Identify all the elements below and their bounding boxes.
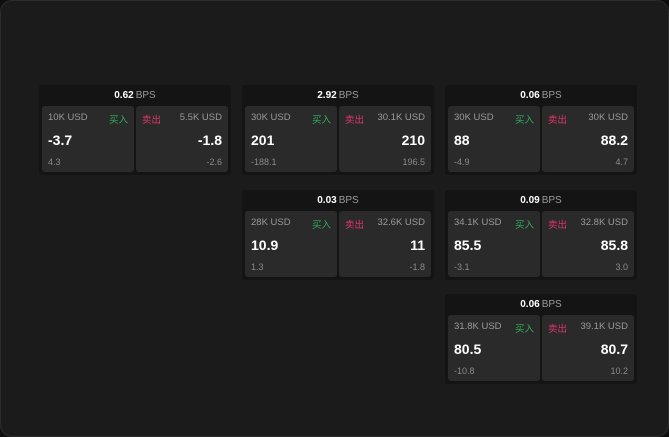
bid-price: 10.9 (251, 237, 279, 253)
spread-header: 0.62 BPS (39, 85, 231, 106)
spread-unit: BPS (338, 90, 359, 101)
sell-label: 卖出 (345, 220, 365, 231)
bid-price: -3.7 (48, 132, 73, 148)
bid-panel[interactable]: 28K USD 买入 10.9 1.3 (245, 211, 337, 277)
buy-label: 买入 (311, 220, 331, 231)
bid-change: -10.8 (454, 366, 475, 376)
ask-size: 32.8K USD (580, 217, 628, 228)
ask-size: 32.6K USD (377, 217, 425, 228)
bid-change: 4.3 (48, 157, 61, 167)
ask-panel[interactable]: 卖出 32.6K USD 11 -1.8 (339, 211, 431, 277)
ask-change: -2.6 (206, 157, 222, 167)
bid-panel[interactable]: 30K USD 买入 88 -4.9 (448, 106, 540, 172)
spread-value: 0.09 (520, 195, 540, 206)
buy-label: 买入 (514, 115, 534, 126)
bid-price: 88 (454, 132, 470, 148)
bid-change: -4.9 (454, 157, 470, 167)
ask-price: 88.2 (600, 132, 628, 148)
spread-header: 0.03 BPS (242, 190, 434, 211)
spread-value: 0.03 (317, 195, 337, 206)
ask-change: 196.5 (402, 157, 425, 167)
quote-card[interactable]: 0.06 BPS 31.8K USD 买入 80.5 -10.8 卖出 39.1K U… (445, 294, 637, 384)
sell-label: 卖出 (548, 220, 568, 231)
bid-change: 1.3 (251, 262, 264, 272)
bid-change: -3.1 (454, 262, 470, 272)
bid-panel[interactable]: 10K USD 买入 -3.7 4.3 (42, 106, 134, 172)
quote-card[interactable]: 2.92 BPS 30K USD 买入 201 -188.1 卖出 30.1K USD… (242, 85, 434, 175)
spread-unit: BPS (541, 195, 562, 206)
ask-change: -1.8 (409, 262, 425, 272)
ask-change: 10.2 (610, 366, 628, 376)
buy-label: 买入 (514, 220, 534, 231)
ask-panel[interactable]: 卖出 39.1K USD 80.7 10.2 (542, 315, 634, 381)
spread-header: 2.92 BPS (242, 85, 434, 106)
spread-unit: BPS (541, 299, 562, 310)
bid-size: 34.1K USD (454, 217, 502, 228)
ask-size: 30K USD (588, 112, 628, 123)
ask-panel[interactable]: 卖出 5.5K USD -1.8 -2.6 (136, 106, 228, 172)
spread-value: 0.62 (114, 90, 134, 101)
bid-size: 28K USD (251, 217, 291, 228)
sell-label: 卖出 (142, 115, 162, 126)
bid-panel[interactable]: 31.8K USD 买入 80.5 -10.8 (448, 315, 540, 381)
bid-price: 201 (251, 132, 275, 148)
bid-size: 10K USD (48, 112, 88, 123)
sell-label: 卖出 (345, 115, 365, 126)
sell-label: 卖出 (548, 324, 568, 335)
buy-label: 买入 (108, 115, 128, 126)
spread-value: 2.92 (317, 90, 337, 101)
bid-size: 30K USD (251, 112, 291, 123)
ask-change: 4.7 (615, 157, 628, 167)
ask-panel[interactable]: 卖出 32.8K USD 85.8 3.0 (542, 211, 634, 277)
spread-header: 0.06 BPS (445, 85, 637, 106)
bid-panel[interactable]: 30K USD 买入 201 -188.1 (245, 106, 337, 172)
spread-value: 0.06 (520, 299, 540, 310)
ask-price: 80.7 (600, 341, 628, 357)
ask-size: 30.1K USD (377, 112, 425, 123)
quote-card[interactable]: 0.09 BPS 34.1K USD 买入 85.5 -3.1 卖出 32.8K US… (445, 190, 637, 280)
quote-card[interactable]: 0.06 BPS 30K USD 买入 88 -4.9 卖出 30K USD 88.2… (445, 85, 637, 175)
spread-unit: BPS (541, 90, 562, 101)
bid-price: 85.5 (454, 237, 482, 253)
spread-unit: BPS (135, 90, 156, 101)
ask-size: 39.1K USD (580, 321, 628, 332)
spread-unit: BPS (338, 195, 359, 206)
ask-price: 85.8 (600, 237, 628, 253)
quote-card[interactable]: 0.62 BPS 10K USD 买入 -3.7 4.3 卖出 5.5K USD -1… (39, 85, 231, 175)
buy-label: 买入 (311, 115, 331, 126)
bid-size: 31.8K USD (454, 321, 502, 332)
quote-card[interactable]: 0.03 BPS 28K USD 买入 10.9 1.3 卖出 32.6K USD 1… (242, 190, 434, 280)
spread-value: 0.06 (520, 90, 540, 101)
ask-panel[interactable]: 卖出 30K USD 88.2 4.7 (542, 106, 634, 172)
ask-size: 5.5K USD (179, 112, 222, 123)
spread-header: 0.09 BPS (445, 190, 637, 211)
bid-panel[interactable]: 34.1K USD 买入 85.5 -3.1 (448, 211, 540, 277)
ask-change: 3.0 (615, 262, 628, 272)
buy-label: 买入 (514, 324, 534, 335)
bid-change: -188.1 (251, 157, 277, 167)
bid-price: 80.5 (454, 341, 482, 357)
ask-panel[interactable]: 卖出 30.1K USD 210 196.5 (339, 106, 431, 172)
ask-price: 11 (410, 237, 425, 253)
ask-price: -1.8 (197, 132, 222, 148)
sell-label: 卖出 (548, 115, 568, 126)
ask-price: 210 (401, 132, 425, 148)
spread-header: 0.06 BPS (445, 294, 637, 315)
bid-size: 30K USD (454, 112, 494, 123)
